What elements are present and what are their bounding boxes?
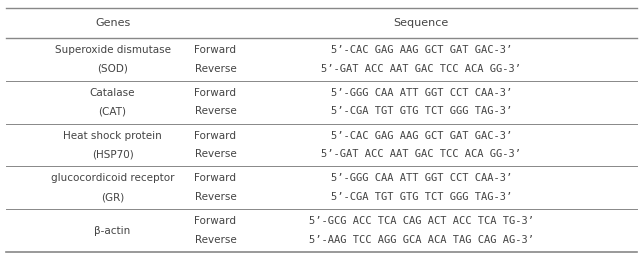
Text: Forward: Forward <box>194 45 237 55</box>
Text: (SOD): (SOD) <box>97 64 128 74</box>
Text: Catalase: Catalase <box>90 88 135 98</box>
Text: Forward: Forward <box>194 216 237 226</box>
Text: Reverse: Reverse <box>195 235 236 245</box>
Text: 5’-GGG CAA ATT GGT CCT CAA-3’: 5’-GGG CAA ATT GGT CCT CAA-3’ <box>331 88 512 98</box>
Text: (HSP70): (HSP70) <box>92 150 133 159</box>
Text: (GR): (GR) <box>101 192 124 202</box>
Text: Reverse: Reverse <box>195 150 236 159</box>
Text: Reverse: Reverse <box>195 107 236 116</box>
Text: Forward: Forward <box>194 173 237 183</box>
Text: (CAT): (CAT) <box>98 107 127 116</box>
Text: Genes: Genes <box>95 18 130 28</box>
Text: 5’-GAT ACC AAT GAC TCC ACA GG-3’: 5’-GAT ACC AAT GAC TCC ACA GG-3’ <box>321 150 521 159</box>
Text: Heat shock protein: Heat shock protein <box>63 131 162 140</box>
Text: Forward: Forward <box>194 88 237 98</box>
Text: glucocordicoid receptor: glucocordicoid receptor <box>51 173 174 183</box>
Text: 5’-GAT ACC AAT GAC TCC ACA GG-3’: 5’-GAT ACC AAT GAC TCC ACA GG-3’ <box>321 64 521 74</box>
Text: 5’-CAC GAG AAG GCT GAT GAC-3’: 5’-CAC GAG AAG GCT GAT GAC-3’ <box>331 45 512 55</box>
Text: Reverse: Reverse <box>195 192 236 202</box>
Text: 5’-AAG TCC AGG GCA ACA TAG CAG AG-3’: 5’-AAG TCC AGG GCA ACA TAG CAG AG-3’ <box>309 235 534 245</box>
Text: 5’-CGA TGT GTG TCT GGG TAG-3’: 5’-CGA TGT GTG TCT GGG TAG-3’ <box>331 107 512 116</box>
Text: β-actin: β-actin <box>95 226 131 236</box>
Text: 5’-GGG CAA ATT GGT CCT CAA-3’: 5’-GGG CAA ATT GGT CCT CAA-3’ <box>331 173 512 183</box>
Text: Sequence: Sequence <box>394 18 449 28</box>
Text: 5’-CGA TGT GTG TCT GGG TAG-3’: 5’-CGA TGT GTG TCT GGG TAG-3’ <box>331 192 512 202</box>
Text: 5’-CAC GAG AAG GCT GAT GAC-3’: 5’-CAC GAG AAG GCT GAT GAC-3’ <box>331 131 512 140</box>
Text: 5’-GCG ACC TCA CAG ACT ACC TCA TG-3’: 5’-GCG ACC TCA CAG ACT ACC TCA TG-3’ <box>309 216 534 226</box>
Text: Superoxide dismutase: Superoxide dismutase <box>55 45 170 55</box>
Text: Reverse: Reverse <box>195 64 236 74</box>
Text: Forward: Forward <box>194 131 237 140</box>
